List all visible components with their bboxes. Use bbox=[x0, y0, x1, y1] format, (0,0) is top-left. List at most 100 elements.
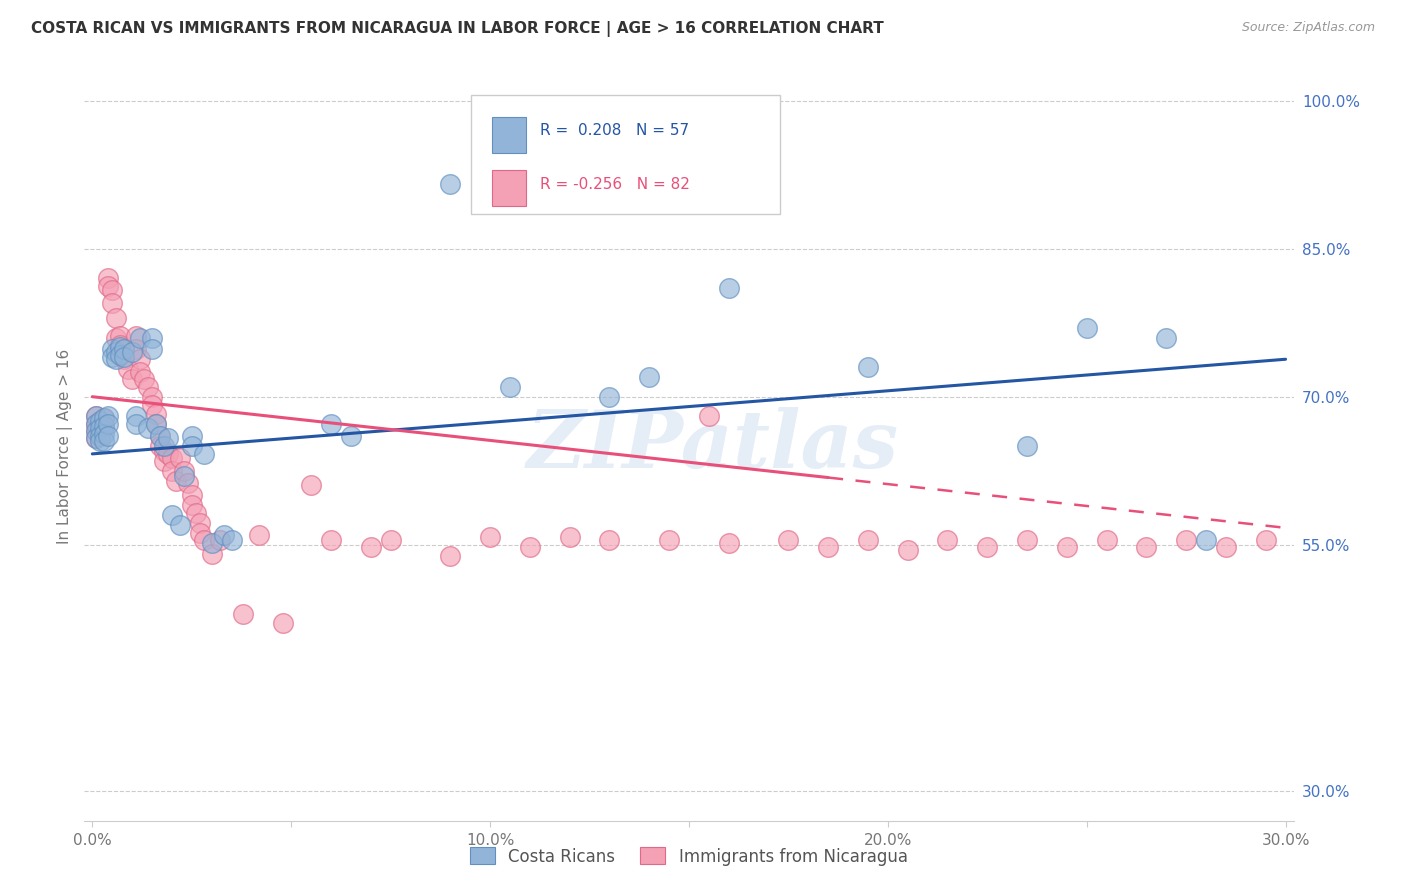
Point bbox=[717, 281, 740, 295]
Point bbox=[89, 421, 111, 435]
Point bbox=[380, 533, 402, 547]
Point bbox=[97, 279, 120, 293]
Point bbox=[897, 542, 920, 557]
Point bbox=[108, 348, 131, 362]
Point bbox=[1175, 533, 1198, 547]
Point bbox=[1015, 439, 1038, 453]
Point bbox=[697, 409, 720, 424]
Point bbox=[1076, 320, 1098, 334]
Point bbox=[193, 447, 215, 461]
Point bbox=[93, 419, 115, 434]
Point bbox=[105, 345, 128, 359]
Point bbox=[160, 508, 183, 522]
Point bbox=[439, 549, 461, 564]
Point bbox=[299, 478, 322, 492]
Point bbox=[145, 408, 167, 422]
Point bbox=[479, 530, 502, 544]
Point bbox=[598, 390, 620, 404]
Point bbox=[201, 548, 224, 562]
Point bbox=[169, 517, 191, 532]
Point bbox=[141, 330, 163, 344]
Point bbox=[145, 417, 167, 432]
Point bbox=[97, 429, 120, 443]
Point bbox=[173, 464, 195, 478]
Point bbox=[1215, 540, 1237, 554]
Point bbox=[638, 370, 661, 384]
Point bbox=[173, 468, 195, 483]
FancyBboxPatch shape bbox=[471, 95, 780, 214]
Point bbox=[149, 429, 172, 443]
Point bbox=[93, 434, 115, 448]
Point bbox=[180, 498, 202, 512]
Point bbox=[136, 421, 159, 435]
Point bbox=[558, 530, 581, 544]
Point bbox=[1135, 540, 1157, 554]
Point bbox=[84, 424, 107, 438]
Point bbox=[180, 488, 202, 502]
Point bbox=[165, 474, 187, 488]
Point bbox=[184, 506, 207, 520]
Point bbox=[112, 351, 135, 365]
Point bbox=[132, 372, 155, 386]
Point bbox=[93, 419, 115, 434]
Point bbox=[1015, 533, 1038, 547]
Point bbox=[117, 362, 139, 376]
Point bbox=[1154, 330, 1177, 344]
Point bbox=[84, 431, 107, 445]
Point bbox=[340, 429, 363, 443]
Point bbox=[180, 429, 202, 443]
Point bbox=[108, 338, 131, 352]
Point bbox=[112, 352, 135, 367]
Point bbox=[141, 390, 163, 404]
Point bbox=[129, 352, 152, 367]
Text: R =  0.208   N = 57: R = 0.208 N = 57 bbox=[540, 123, 689, 138]
Point bbox=[97, 417, 120, 432]
Point bbox=[93, 411, 115, 425]
Text: R = -0.256   N = 82: R = -0.256 N = 82 bbox=[540, 177, 690, 192]
Point bbox=[101, 296, 124, 310]
Point bbox=[125, 328, 148, 343]
Point bbox=[188, 525, 211, 540]
Point bbox=[658, 533, 681, 547]
Point bbox=[247, 527, 270, 541]
Point bbox=[97, 271, 120, 285]
Point bbox=[129, 365, 152, 379]
Point bbox=[188, 516, 211, 530]
Text: Source: ZipAtlas.com: Source: ZipAtlas.com bbox=[1241, 21, 1375, 34]
Point bbox=[89, 434, 111, 448]
Point bbox=[177, 476, 200, 491]
Point bbox=[232, 607, 254, 621]
Point bbox=[89, 429, 111, 443]
Point bbox=[1195, 533, 1218, 547]
Point bbox=[193, 533, 215, 547]
Point bbox=[1254, 533, 1277, 547]
Point bbox=[598, 533, 620, 547]
Point bbox=[84, 409, 107, 424]
Point bbox=[108, 328, 131, 343]
Point bbox=[108, 340, 131, 354]
Point bbox=[519, 540, 541, 554]
Point bbox=[84, 409, 107, 424]
Point bbox=[149, 429, 172, 443]
Point bbox=[89, 414, 111, 428]
Point bbox=[129, 330, 152, 344]
Point bbox=[125, 343, 148, 357]
Point bbox=[121, 372, 143, 386]
Point bbox=[856, 533, 879, 547]
Point bbox=[1095, 533, 1118, 547]
Point bbox=[439, 177, 461, 191]
Point bbox=[136, 380, 159, 394]
Point bbox=[976, 540, 998, 554]
Point bbox=[93, 427, 115, 442]
Point bbox=[778, 533, 800, 547]
Point bbox=[180, 439, 202, 453]
Point bbox=[856, 360, 879, 375]
Point bbox=[817, 540, 839, 554]
Point bbox=[141, 343, 163, 357]
Legend: Costa Ricans, Immigrants from Nicaragua: Costa Ricans, Immigrants from Nicaragua bbox=[464, 841, 914, 872]
Point bbox=[1056, 540, 1078, 554]
Point bbox=[153, 454, 176, 468]
Point bbox=[212, 527, 235, 541]
Point bbox=[936, 533, 959, 547]
Point bbox=[121, 345, 143, 359]
